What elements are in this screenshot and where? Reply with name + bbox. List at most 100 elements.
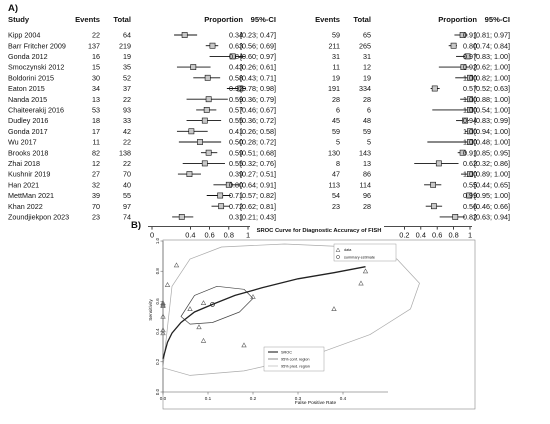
- sens-point: [201, 160, 208, 167]
- sens-total: 35: [123, 63, 131, 72]
- spec-total: 48: [363, 116, 371, 125]
- sroc-data-point: [241, 342, 247, 348]
- spec-ci-text: [0.62; 1.00]: [474, 63, 510, 72]
- spec-total: 6: [367, 106, 371, 115]
- spec-total: 114: [360, 180, 371, 189]
- sens-proportion: 0.55: [229, 116, 243, 125]
- spec-proportion: 0.99: [463, 191, 477, 200]
- sroc-y-tick-label: 1.0: [155, 237, 160, 244]
- sens-point: [237, 85, 244, 92]
- sens-events: 53: [92, 106, 100, 115]
- sroc-x-tick-label: 0.1: [205, 396, 212, 401]
- spec-events: 191: [328, 84, 340, 93]
- spec-events: 211: [329, 41, 340, 50]
- spec-proportion: 0.80: [463, 41, 477, 50]
- sroc-data-point: [200, 337, 207, 343]
- spec-events: 59: [332, 31, 340, 40]
- panel-b-label: B): [131, 220, 141, 231]
- spec-proportion: 0.55: [463, 180, 477, 189]
- sens-point: [181, 32, 188, 38]
- header-events: Events: [75, 15, 100, 24]
- sens-point: [186, 171, 193, 177]
- study-name: Boldorini 2015: [8, 73, 54, 82]
- study-name: Zoundjiekpon 2023: [8, 213, 69, 222]
- study-name: Chaiteerakij 2016: [8, 106, 64, 115]
- spec-ci-text: [0.32; 0.86]: [474, 159, 510, 168]
- sens-ci-text: [0.36; 0.79]: [240, 95, 276, 104]
- spec-point: [467, 107, 473, 113]
- spec-events: 23: [332, 202, 340, 211]
- spec-point: [430, 181, 436, 188]
- sens-tick-label: 0.4: [185, 231, 195, 240]
- sens-events: 23: [92, 213, 100, 222]
- spec-proportion: 1.00: [463, 106, 477, 115]
- sroc-y-label: Sensitivity: [148, 299, 154, 321]
- sens-proportion: 0.80: [229, 180, 243, 189]
- spec-proportion: 0.56: [463, 202, 477, 211]
- header-proportion: Proportion: [204, 15, 243, 24]
- sens-tick-label: 1: [246, 231, 250, 240]
- header-ci: 95%-CI: [251, 15, 276, 24]
- sens-proportion: 0.57: [229, 106, 243, 115]
- sens-ci-text: [0.62; 0.81]: [240, 202, 276, 211]
- sens-events: 137: [88, 41, 100, 50]
- spec-tick-label: 0.4: [416, 231, 426, 240]
- spec-proportion: 0.92: [463, 63, 477, 72]
- sens-point: [205, 149, 212, 156]
- spec-events: 54: [332, 191, 340, 200]
- legend-data-symbol: [335, 247, 341, 252]
- spec-point: [431, 203, 437, 210]
- study-name: Gonda 2017: [8, 127, 48, 136]
- sens-proportion: 0.59: [229, 148, 243, 157]
- sroc-summary-estimate: [210, 302, 215, 307]
- sens-events: 13: [92, 95, 100, 104]
- spec-ci-text: [0.46; 0.66]: [474, 202, 510, 211]
- study-name: Nanda 2015: [8, 95, 47, 104]
- header-events-spec: Events: [315, 15, 340, 24]
- sens-total: 64: [123, 31, 131, 40]
- study-name: Barr Fritcher 2009: [8, 41, 66, 50]
- spec-proportion: 1.00: [463, 95, 477, 104]
- spec-events: 113: [329, 180, 340, 189]
- spec-events: 45: [332, 116, 340, 125]
- header-proportion-spec: Proportion: [438, 15, 477, 24]
- sens-proportion: 0.43: [229, 63, 243, 72]
- spec-proportion: 1.00: [463, 138, 477, 147]
- sroc-x-tick-label: 0.3: [295, 396, 302, 401]
- sroc-y-tick-label: 0.6: [155, 298, 160, 305]
- spec-ci-text: [0.85; 0.95]: [474, 148, 510, 157]
- sroc-x-tick-label: 0.0: [160, 396, 167, 401]
- spec-ci-text: [0.81; 0.97]: [474, 31, 510, 40]
- sens-ci-text: [0.78; 0.98]: [240, 84, 276, 93]
- legend-top-box: [333, 243, 397, 262]
- sens-proportion: 0.31: [229, 213, 243, 222]
- sroc-x-tick-label: 0.4: [340, 396, 347, 401]
- sens-total: 22: [123, 159, 131, 168]
- spec-proportion: 1.00: [463, 170, 477, 179]
- legend-pred-region-label: 95% pred. region: [281, 364, 310, 368]
- spec-point: [467, 171, 473, 177]
- spec-total: 59: [363, 127, 371, 136]
- spec-point: [467, 96, 473, 103]
- legend-summary-label: summary estimate: [344, 255, 375, 259]
- sens-ci-text: [0.56; 0.69]: [240, 41, 276, 50]
- spec-proportion: 0.91: [463, 31, 477, 40]
- study-name: Zhai 2018: [8, 159, 40, 168]
- study-name: Kipp 2004: [8, 31, 40, 40]
- sroc-data-point: [160, 313, 166, 319]
- spec-proportion: 0.62: [463, 159, 477, 168]
- sens-point: [217, 192, 224, 199]
- sens-events: 12: [92, 159, 100, 168]
- sens-point: [203, 107, 210, 113]
- spec-tick-label: 0.2: [399, 231, 409, 240]
- sens-point: [225, 181, 232, 188]
- sens-events: 27: [92, 170, 100, 179]
- spec-ci-text: [0.63; 0.94]: [474, 213, 510, 222]
- sens-events: 39: [92, 191, 100, 200]
- panel-a-label: A): [8, 3, 18, 14]
- spec-point: [450, 42, 457, 49]
- spec-events: 31: [332, 52, 340, 61]
- sens-point: [201, 117, 208, 124]
- sens-point: [229, 53, 236, 60]
- sens-events: 30: [92, 73, 100, 82]
